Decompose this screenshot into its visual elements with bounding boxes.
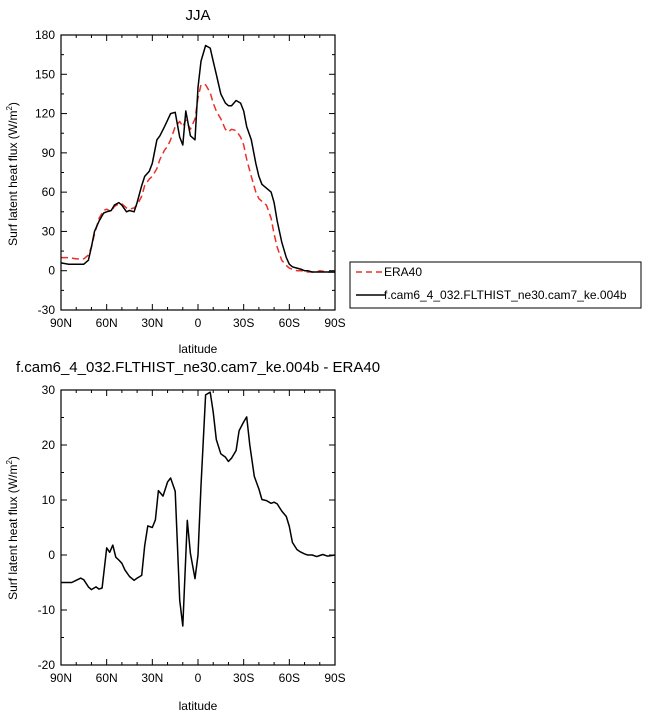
top-y-axis-label: Surf latent heat flux (W/m2) — [5, 102, 20, 246]
top-chart-title: JJA — [185, 7, 210, 24]
x-tick-label: 90S — [324, 671, 345, 685]
y-tick-label: 20 — [42, 438, 56, 452]
series-line-0-0 — [61, 84, 335, 273]
y-tick-label: 0 — [48, 548, 55, 562]
y-tick-label: 120 — [35, 107, 55, 121]
y-tick-label: 180 — [35, 28, 55, 42]
y-tick-label: -20 — [38, 658, 56, 672]
top-x-axis-label: latitude — [179, 342, 218, 356]
x-tick-label: 30N — [141, 316, 163, 330]
x-tick-label: 90N — [50, 316, 72, 330]
y-tick-label: 10 — [42, 493, 56, 507]
bottom-chart: f.cam6_4_032.FLTHIST_ne30.cam7_ke.004b -… — [5, 359, 380, 713]
y-tick-label: 150 — [35, 67, 55, 81]
bottom-x-axis-label: latitude — [179, 699, 218, 713]
bottom-plot-area: 90N 60N 30N 0 30S 60S 90S -20 -10 0 10 20 30 — [38, 383, 346, 685]
top-plot-area: 90N 60N 30N 0 30S 60S 90S -30 0 30 60 90 120 150 180 — [35, 28, 346, 330]
series-line-1-0 — [61, 391, 336, 627]
legend-label-cam6: f.cam6_4_032.FLTHIST_ne30.cam7_ke.004b — [384, 288, 627, 302]
x-tick-label: 60N — [96, 316, 118, 330]
y-tick-label: -30 — [38, 303, 56, 317]
y-tick-label: 30 — [42, 383, 56, 397]
x-tick-label: 90S — [324, 316, 345, 330]
x-tick-label: 60N — [96, 671, 118, 685]
x-tick-label: 30S — [233, 316, 254, 330]
y-tick-label: -10 — [38, 603, 56, 617]
plot-frame — [60, 389, 336, 666]
x-tick-label: 0 — [195, 671, 202, 685]
x-tick-label: 90N — [50, 671, 72, 685]
bottom-chart-title: f.cam6_4_032.FLTHIST_ne30.cam7_ke.004b -… — [16, 359, 380, 376]
y-tick-label: 0 — [48, 264, 55, 278]
y-tick-label: 90 — [42, 146, 56, 160]
x-tick-label: 0 — [195, 316, 202, 330]
y-tick-label: 60 — [42, 185, 56, 199]
x-tick-label: 30S — [233, 671, 254, 685]
x-tick-label: 30N — [141, 671, 163, 685]
legend-label-era40: ERA40 — [384, 265, 422, 279]
bottom-y-axis-label: Surf latent heat flux (W/m2) — [5, 456, 20, 600]
x-tick-label: 60S — [279, 316, 300, 330]
series-line-0-1 — [60, 44, 335, 273]
plot-frame — [60, 34, 336, 311]
x-tick-label: 60S — [279, 671, 300, 685]
top-chart-legend: ERA40 f.cam6_4_032.FLTHIST_ne30.cam7_ke.… — [349, 261, 642, 309]
top-chart: JJA 90N 60N 30N 0 30S 60S 90S -30 0 30 60 90 120 150 1… — [5, 7, 642, 356]
legend-box — [349, 261, 642, 309]
y-tick-label: 30 — [42, 224, 56, 238]
